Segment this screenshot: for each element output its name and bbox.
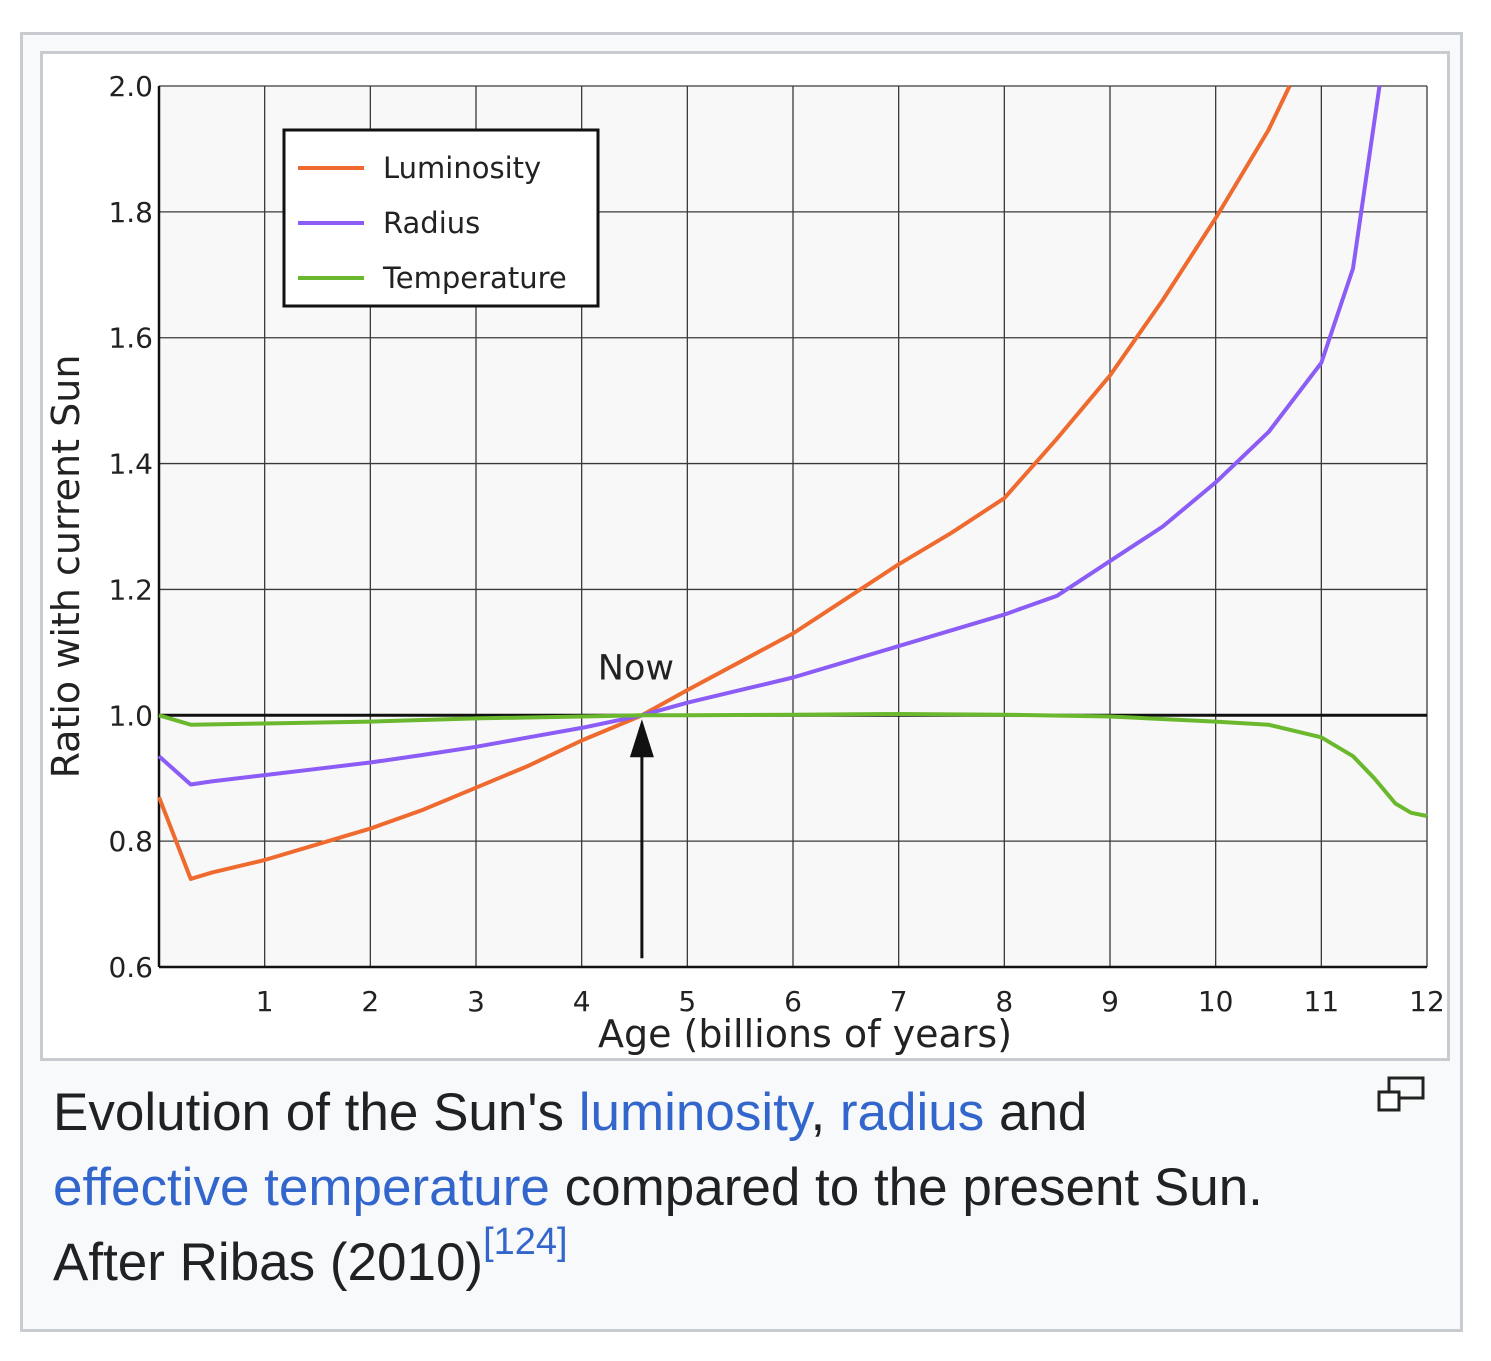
legend-label-radius: Radius — [383, 206, 480, 240]
y-tick-label: 1.2 — [108, 573, 153, 606]
caption-text-4: compared to the present Sun. After Ribas… — [53, 1158, 1263, 1292]
series-lines — [157, 85, 1428, 881]
caption-text-2: , — [810, 1083, 840, 1142]
y-tick-label: 1.8 — [108, 196, 153, 229]
figure-caption: Evolution of the Sun's luminosity, radiu… — [53, 1075, 1353, 1300]
x-axis-label: Age (billions of years) — [598, 1012, 1012, 1056]
y-tick-label: 1.0 — [108, 699, 153, 732]
tick-labels: 1 2 3 4 5 6 7 8 9 10 11 120.60.81.01.21.41.61.82.0 — [108, 70, 1444, 1018]
radius-link[interactable]: radius — [839, 1083, 985, 1142]
legend-label-temperature: Temperature — [382, 261, 567, 295]
x-tick-label: 10 — [1198, 985, 1234, 1018]
legend-label-luminosity: Luminosity — [383, 151, 541, 185]
now-label: Now — [598, 648, 674, 688]
x-tick-label: 12 — [1409, 985, 1445, 1018]
x-tick-label: 5 — [678, 985, 696, 1018]
x-tick-label: 2 — [361, 985, 379, 1018]
caption-text-3: and — [984, 1083, 1088, 1142]
figure-thumbnail: 1 2 3 4 5 6 7 8 9 10 11 12 0.6 0.8 1.0 1.2 1.4 1.6 1.8 2.0 … — [20, 32, 1463, 1332]
x-tick-label: 1 — [256, 985, 274, 1018]
reference-124-link[interactable]: [124] — [483, 1221, 568, 1263]
x-tick-label: 7 — [890, 985, 908, 1018]
chart-image[interactable]: 1 2 3 4 5 6 7 8 9 10 11 12 0.6 0.8 1.0 1.2 1.4 1.6 1.8 2.0 … — [40, 51, 1450, 1061]
y-tick-label: 1.6 — [108, 322, 153, 355]
x-tick-label: 8 — [995, 985, 1013, 1018]
x-tick-label: 4 — [573, 985, 591, 1018]
chart-svg: 1 2 3 4 5 6 7 8 9 10 11 120.60.81.01.21.41.61.82.0 … — [43, 54, 1447, 1058]
y-tick-label: 2.0 — [108, 70, 153, 103]
x-tick-label: 3 — [467, 985, 485, 1018]
y-tick-label: 1.4 — [108, 448, 153, 481]
effective-temperature-link[interactable]: effective temperature — [53, 1158, 550, 1217]
magnify-icon[interactable] — [1376, 1075, 1428, 1115]
x-tick-label: 6 — [784, 985, 802, 1018]
legend: Luminosity Radius Temperature — [282, 128, 600, 308]
now-arrow-head — [629, 719, 654, 758]
x-tick-label: 9 — [1101, 985, 1119, 1018]
luminosity-link[interactable]: luminosity — [578, 1083, 811, 1142]
y-axis-label: Ratio with current Sun — [44, 355, 88, 779]
caption-text-1: Evolution of the Sun's — [53, 1083, 579, 1142]
x-tick-label: 11 — [1304, 985, 1340, 1018]
y-tick-label: 0.8 — [108, 825, 153, 858]
series-line-radius — [157, 85, 1382, 787]
y-tick-label: 0.6 — [108, 951, 153, 984]
now-annotation: Now — [598, 648, 674, 959]
series-line-luminosity — [157, 85, 1292, 881]
axes — [157, 86, 1427, 969]
grid-lines — [159, 85, 1428, 968]
series-line-temperature — [158, 712, 1428, 818]
